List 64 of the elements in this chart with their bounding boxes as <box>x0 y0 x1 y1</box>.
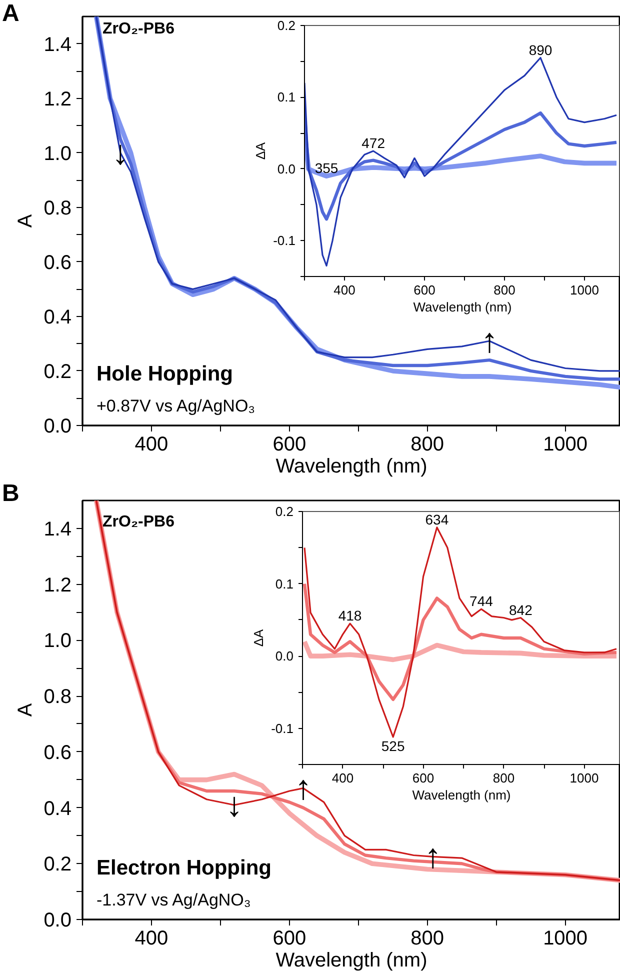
x-tick-label: 400 <box>332 770 354 786</box>
y-tick-label: -0.1 <box>271 720 294 736</box>
x-tick-label: 1000 <box>543 928 588 950</box>
y-tick-label: 0.4 <box>44 798 72 820</box>
x-tick-label: 400 <box>134 434 168 456</box>
annotation: 418 <box>338 608 362 624</box>
annotation: 744 <box>470 593 494 610</box>
y-tick-label: 0.6 <box>44 252 72 274</box>
x-tick-label: 1000 <box>570 282 599 298</box>
y-tick-label: 0.2 <box>277 18 296 33</box>
x-axis-title: Wavelength (nm) <box>412 788 511 802</box>
text: B <box>2 480 20 507</box>
y-axis-title: A <box>14 214 37 228</box>
y-tick-label: -0.1 <box>273 233 296 248</box>
y-tick-label: 0.0 <box>275 648 294 664</box>
y-tick-label: 1.4 <box>44 518 72 540</box>
y-tick-label: 0.4 <box>44 306 72 328</box>
text: A <box>2 0 20 27</box>
y-tick-label: 0.2 <box>275 504 294 519</box>
annotation: ZrO₂-PB6 <box>102 20 175 38</box>
x-tick-label: 800 <box>494 282 516 298</box>
annotation: 842 <box>508 602 533 618</box>
x-tick-label: 800 <box>410 928 444 950</box>
y-axis-title: ΔA <box>253 142 268 160</box>
x-axis-title: Wavelength (nm) <box>276 950 428 972</box>
y-tick-label: 0.6 <box>44 742 72 764</box>
y-tick-label: 1.4 <box>44 34 72 56</box>
annotation: +0.87V vs Ag/AgNO₃ <box>96 396 256 416</box>
y-axis-title: A <box>14 702 37 717</box>
x-tick-label: 1000 <box>570 770 599 786</box>
x-tick-label: 400 <box>334 282 356 298</box>
y-tick-label: 0.0 <box>44 416 72 438</box>
annotation: -1.37V vs Ag/AgNO₃ <box>96 890 251 910</box>
y-tick-label: 1.2 <box>44 574 72 596</box>
x-tick-label: 600 <box>272 434 306 456</box>
y-tick-label: 0.0 <box>44 910 72 932</box>
x-tick-label: 1000 <box>543 434 588 456</box>
x-tick-label: 600 <box>272 928 306 950</box>
annotation: 634 <box>425 511 449 528</box>
annotation: Electron Hopping <box>96 856 272 880</box>
annotation: 355 <box>314 160 338 176</box>
annotation: Hole Hopping <box>96 362 233 386</box>
x-axis-title: Wavelength (nm) <box>276 456 428 478</box>
annotation: 472 <box>362 135 386 151</box>
y-tick-label: 0.0 <box>277 161 296 176</box>
x-tick-label: 600 <box>414 282 436 298</box>
annotation: ZrO₂-PB6 <box>102 514 175 530</box>
y-tick-label: 0.1 <box>277 90 296 105</box>
x-tick-label: 400 <box>134 928 168 950</box>
y-tick-label: 0.2 <box>44 854 72 876</box>
y-tick-label: 1.2 <box>44 88 72 110</box>
x-tick-label: 800 <box>410 434 444 456</box>
y-tick-label: 1.0 <box>44 142 72 165</box>
x-axis-title: Wavelength (nm) <box>413 300 512 314</box>
y-tick-label: 0.8 <box>44 197 72 220</box>
y-tick-label: 0.1 <box>275 576 294 592</box>
annotation: 890 <box>528 42 552 58</box>
y-axis-title: ΔA <box>251 628 266 647</box>
y-tick-label: 1.0 <box>44 630 72 652</box>
y-tick-label: 0.8 <box>44 686 72 708</box>
y-tick-label: 0.2 <box>44 360 72 383</box>
x-tick-label: 600 <box>412 770 434 786</box>
x-tick-label: 800 <box>492 770 515 786</box>
annotation: 525 <box>381 738 405 754</box>
